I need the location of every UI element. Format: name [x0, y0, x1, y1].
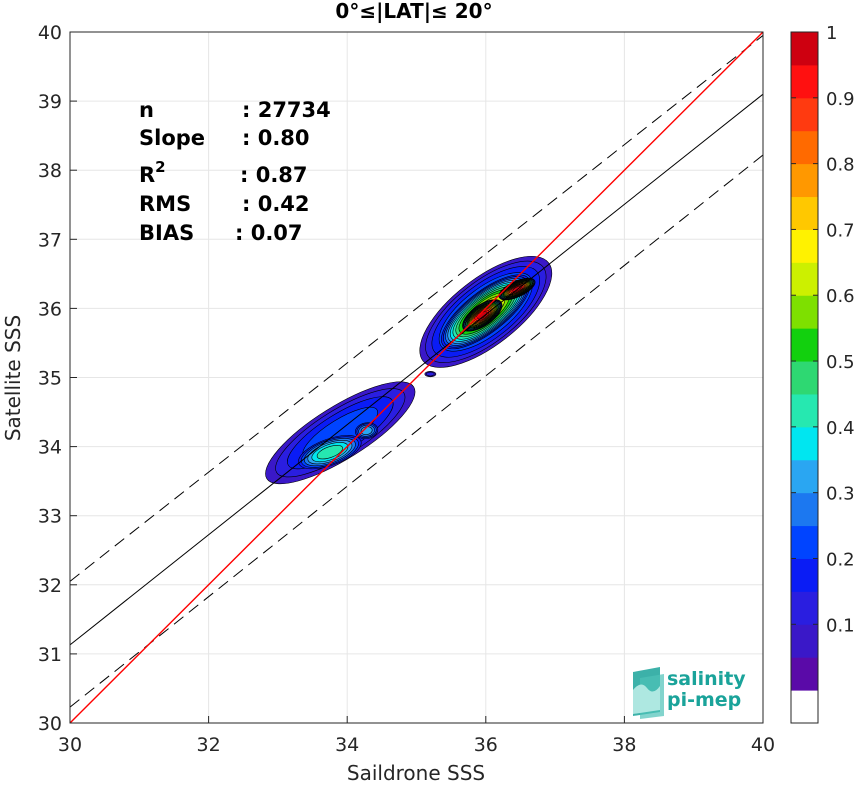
x-tick-label: 36	[474, 734, 498, 756]
colorbar-tick-label: 0.4	[826, 418, 855, 439]
fit-line	[70, 93, 763, 646]
stat-rms-value: : 0.42	[242, 192, 310, 216]
colorbar-segment	[791, 196, 818, 230]
colorbar-segment	[791, 525, 818, 559]
logo-line1: salinity	[667, 668, 746, 690]
y-tick-label: 38	[38, 160, 62, 182]
colorbar-tick-label: 0.7	[826, 220, 855, 241]
logo-line2: pi-mep	[667, 689, 741, 711]
colorbar-segment	[791, 229, 818, 263]
x-tick-label: 30	[58, 734, 82, 756]
colorbar-tick-label: 0.2	[826, 549, 855, 570]
colorbar-segment	[791, 97, 818, 132]
y-tick-label: 36	[38, 298, 62, 320]
colorbar-frame	[790, 31, 819, 724]
x-tick-label: 38	[612, 734, 636, 756]
colorbar-segment	[791, 262, 818, 296]
y-tick-label: 39	[38, 91, 62, 113]
colorbar-segment	[791, 459, 818, 494]
colorbar-segment	[791, 328, 818, 362]
grid-lines	[69, 31, 764, 724]
colorbar-tick-label: 0.9	[826, 89, 855, 110]
stat-r2-label: R2	[139, 158, 166, 187]
colorbar	[790, 31, 819, 724]
x-tick-label: 40	[751, 734, 775, 756]
x-axis-ticks: 30 32 34 36 38 40	[58, 716, 775, 756]
y-tick-label: 35	[38, 368, 62, 390]
colorbar-segment	[791, 393, 818, 428]
colorbar-tick-label: 0.8	[826, 155, 855, 176]
colorbar-segment	[791, 624, 818, 658]
y-tick-label: 40	[38, 22, 62, 44]
stats-block: n : 27734 Slope : 0.80 R2 : 0.87 RMS : 0…	[139, 98, 331, 245]
colorbar-tick-label: 0.1	[826, 615, 855, 636]
y-axis-ticks: 30 31 32 33 34 35 36 37 38 39 40	[38, 22, 77, 735]
density-contour	[360, 426, 373, 436]
colorbar-segment	[791, 558, 818, 592]
colorbar-ticks: 0.1 0.2 0.3 0.4 0.5 0.6 0.7 0.8 0.9 1	[791, 23, 855, 636]
x-tick-label: 34	[335, 734, 359, 756]
stat-slope-label: Slope	[139, 126, 205, 150]
identity-line	[70, 32, 763, 723]
stat-bias-label: BIAS	[139, 221, 194, 245]
y-tick-label: 37	[38, 229, 62, 251]
upper-bound-line	[70, 35, 763, 582]
density-contour	[426, 371, 435, 377]
stat-n-label: n	[139, 98, 154, 122]
colorbar-segment	[791, 64, 818, 99]
y-tick-label: 30	[38, 713, 62, 735]
y-tick-label: 33	[38, 506, 62, 528]
colorbar-segment	[791, 163, 818, 198]
y-tick-label: 31	[38, 644, 62, 666]
stat-r2-sup: 2	[155, 158, 165, 176]
y-axis-label: Satellite SSS	[1, 315, 25, 441]
colorbar-segment	[791, 32, 818, 66]
y-tick-label: 34	[38, 437, 62, 459]
colorbar-segment	[791, 361, 818, 395]
x-tick-label: 32	[197, 734, 221, 756]
stat-r2-value: : 0.87	[240, 163, 308, 187]
colorbar-segment	[791, 657, 818, 691]
chart-title: 0°≤|LAT|≤ 20°	[335, 0, 492, 23]
colorbar-tick-label: 0.6	[826, 286, 855, 307]
colorbar-tick-label: 0.5	[826, 352, 855, 373]
colorbar-segment	[791, 690, 818, 724]
colorbar-segment	[791, 492, 818, 527]
stat-rms-label: RMS	[139, 192, 191, 216]
x-axis-label: Saildrone SSS	[347, 761, 485, 785]
colorbar-tick-label: 1	[826, 23, 837, 44]
salinity-pimep-logo: salinity pi-mep	[633, 667, 746, 719]
colorbar-tick-label: 0.3	[826, 484, 855, 505]
stat-slope-value: : 0.80	[242, 126, 310, 150]
stat-n-value: : 27734	[242, 98, 331, 122]
colorbar-segment	[791, 295, 818, 329]
colorbar-segment	[791, 591, 818, 625]
stat-r2-base: R	[139, 163, 155, 187]
colorbar-segment	[791, 426, 818, 461]
stat-bias-value: : 0.07	[235, 221, 303, 245]
lower-bound-line	[70, 154, 763, 708]
y-tick-label: 32	[38, 575, 62, 597]
density-contour	[316, 444, 343, 460]
colorbar-segment	[791, 130, 818, 165]
reference-lines	[70, 32, 763, 723]
